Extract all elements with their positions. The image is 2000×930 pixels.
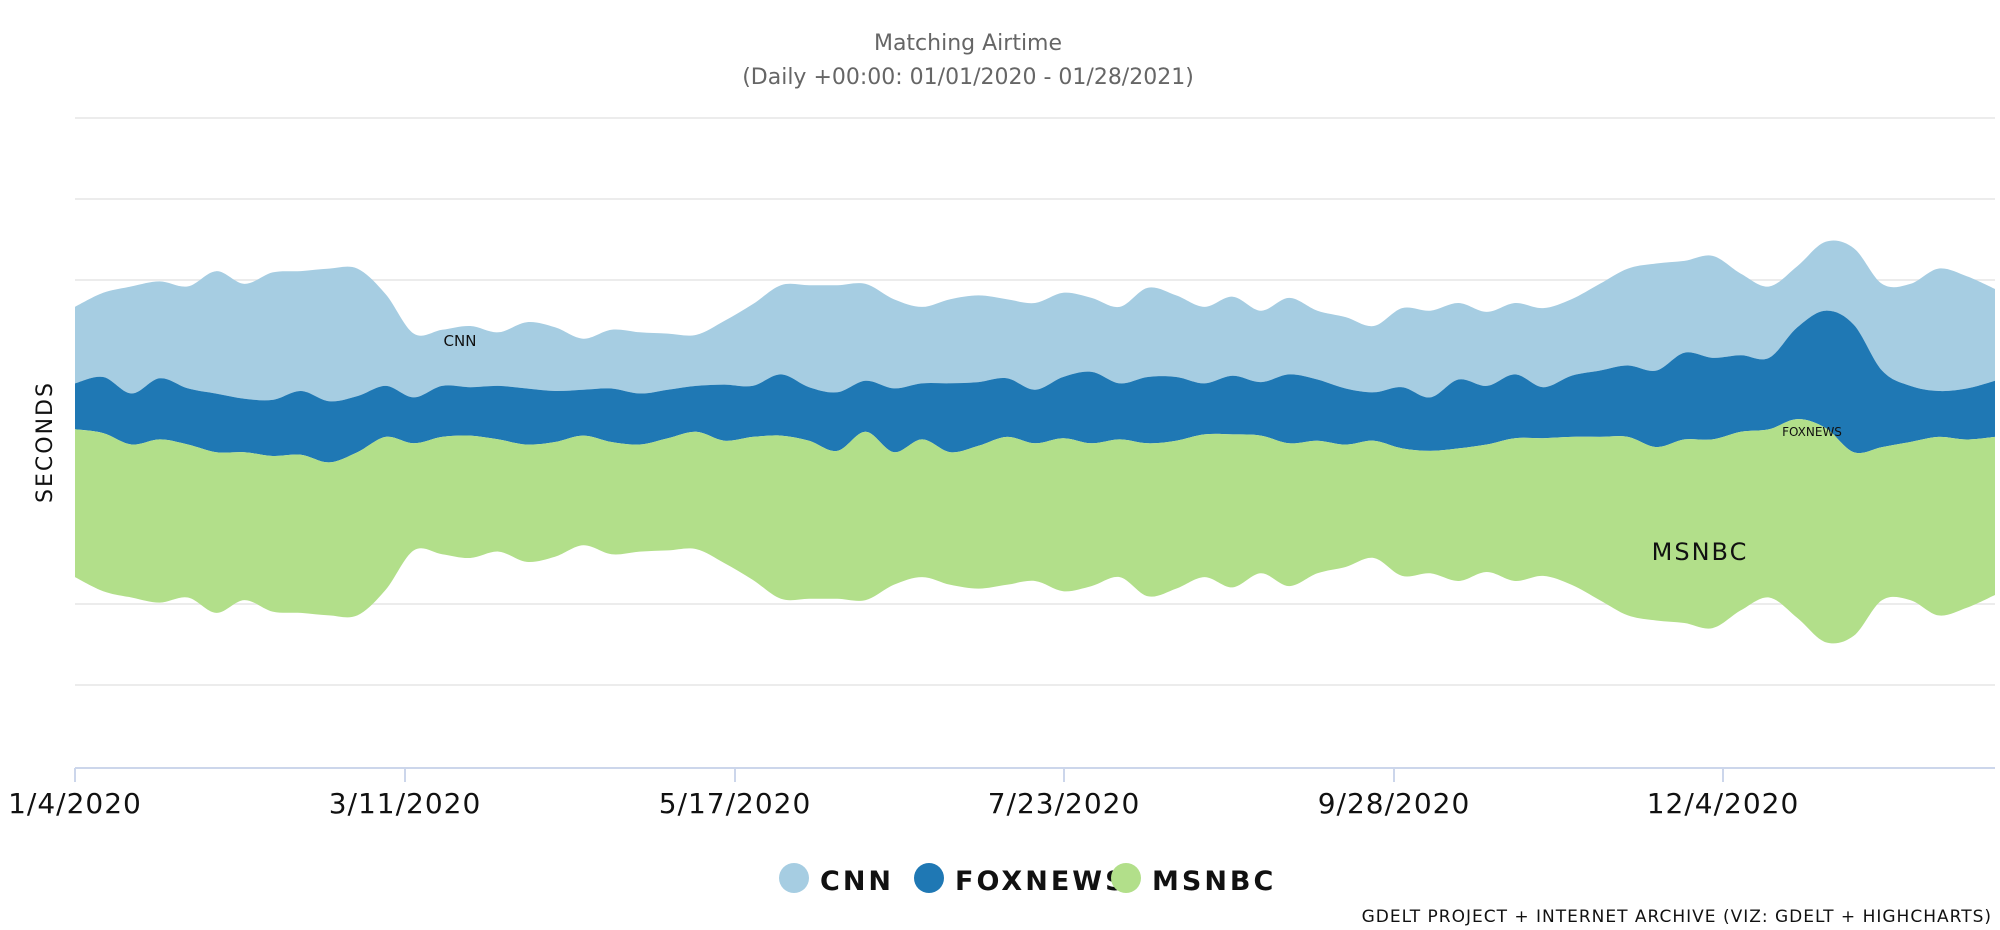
x-axis-ticks: 1/4/2020 3/11/2020 5/17/2020 7/23/2020 9/28/… (8, 768, 1800, 820)
legend-item-msnbc[interactable]: MSNBC (1111, 863, 1276, 897)
x-tick-label: 9/28/2020 (1318, 787, 1471, 820)
series-label-msnbc: MSNBC (1652, 538, 1749, 566)
legend-swatch-foxnews (914, 863, 944, 893)
chart-credit: GDELT PROJECT + INTERNET ARCHIVE (VIZ: G… (1362, 907, 1992, 927)
legend-item-cnn[interactable]: CNN (779, 863, 894, 897)
stream-areas (75, 240, 1995, 644)
series-label-foxnews: FOXNEWS (1782, 425, 1842, 439)
x-tick-label: 3/11/2020 (329, 787, 482, 820)
x-tick-label: 12/4/2020 (1647, 787, 1800, 820)
x-tick-label: 1/4/2020 (8, 787, 142, 820)
legend-label-msnbc: MSNBC (1152, 866, 1276, 897)
series-area-foxnews[interactable] (75, 310, 1995, 463)
legend-item-foxnews[interactable]: FOXNEWS (914, 863, 1128, 897)
series-area-msnbc[interactable] (75, 419, 1995, 644)
x-tick-label: 7/23/2020 (988, 787, 1141, 820)
legend-label-cnn: CNN (820, 866, 894, 897)
series-label-cnn: CNN (444, 332, 477, 350)
y-axis-label: SECONDS (33, 381, 58, 503)
legend-swatch-msnbc (1111, 863, 1141, 893)
legend-swatch-cnn (779, 863, 809, 893)
legend-label-foxnews: FOXNEWS (955, 866, 1128, 897)
chart-subtitle: (Daily +00:00: 01/01/2020 - 01/28/2021) (742, 65, 1194, 90)
chart-title: Matching Airtime (874, 31, 1062, 56)
series-area-cnn[interactable] (75, 240, 1995, 402)
x-tick-label: 5/17/2020 (659, 787, 812, 820)
legend: CNN FOXNEWS MSNBC (779, 863, 1276, 897)
